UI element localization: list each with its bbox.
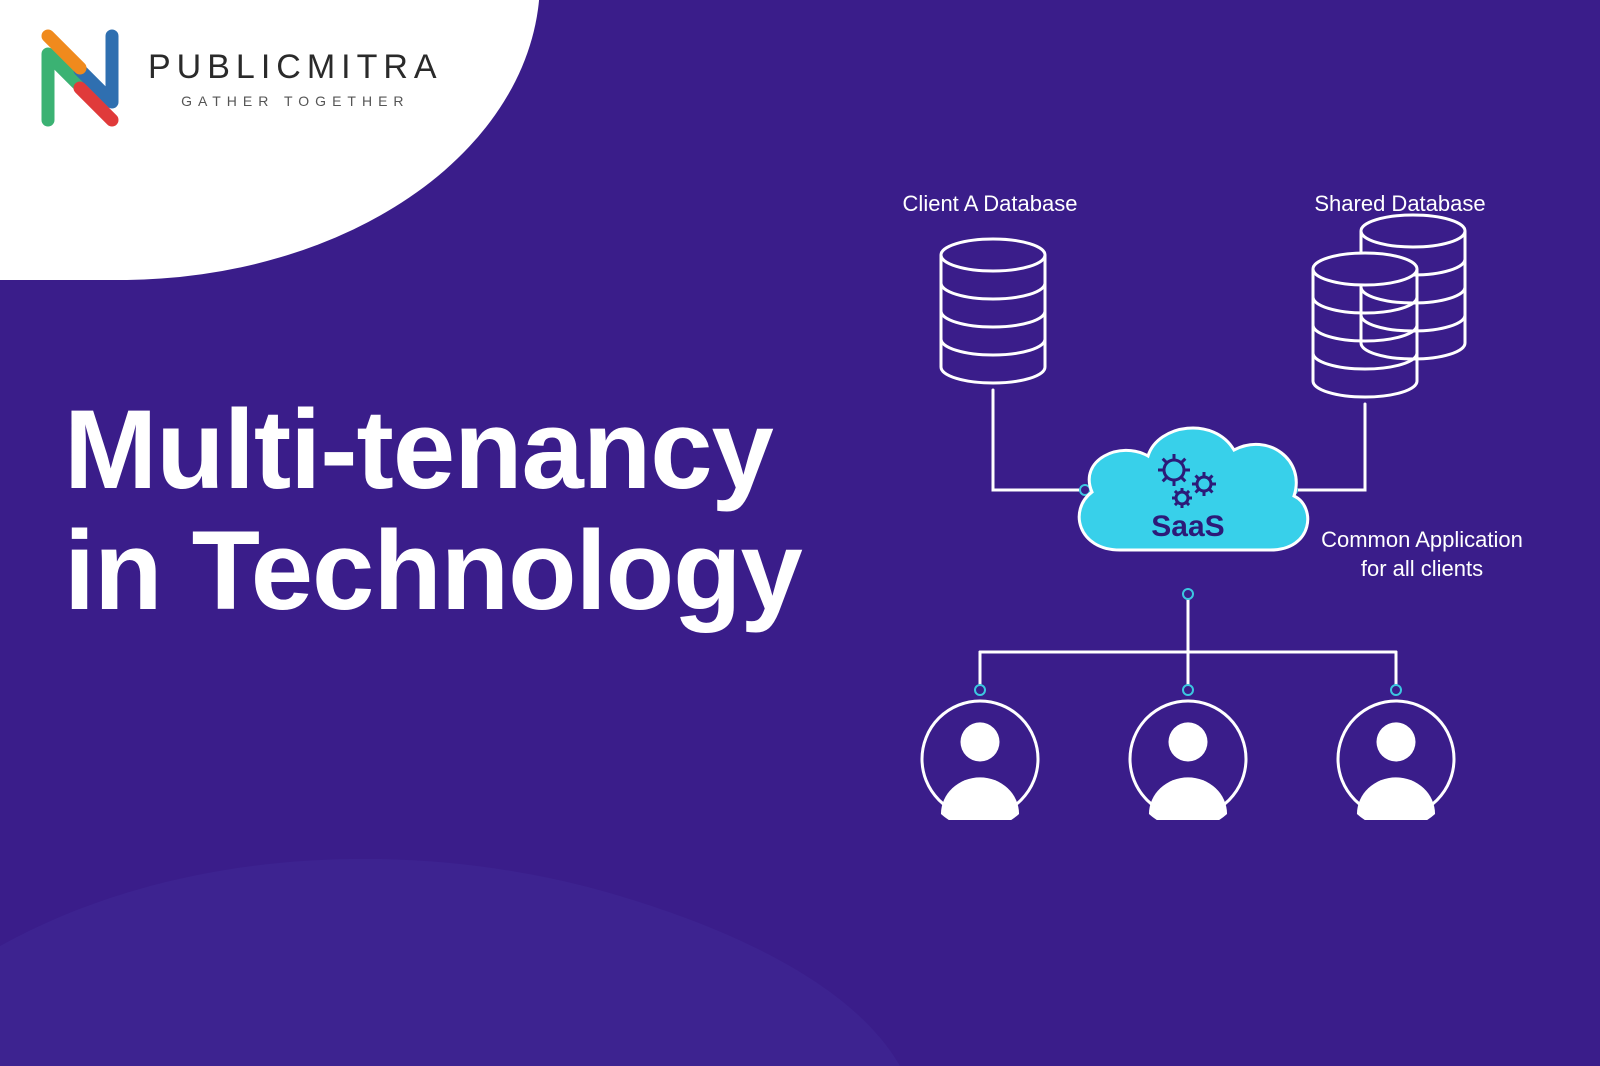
wave-decoration xyxy=(0,826,900,1066)
connector-dot xyxy=(1390,684,1402,696)
title-line-1: Multi-tenancy xyxy=(64,390,802,511)
label-client-db: Client A Database xyxy=(880,190,1100,219)
label-common-app-1: Common Application xyxy=(1302,526,1542,555)
client-database-icon xyxy=(938,236,1048,390)
connector-dot xyxy=(1182,684,1194,696)
title-line-2: in Technology xyxy=(64,511,802,632)
main-title: Multi-tenancy in Technology xyxy=(64,390,802,632)
svg-text:SaaS: SaaS xyxy=(1151,510,1224,543)
brand-name: PUBLICMITRA xyxy=(148,48,443,87)
architecture-diagram: Client A Database Shared Database xyxy=(860,200,1540,870)
user-icon xyxy=(919,698,1041,820)
brand-mark-icon xyxy=(34,28,126,128)
user-icon xyxy=(1127,698,1249,820)
label-common-app-2: for all clients xyxy=(1302,555,1542,584)
user-icon xyxy=(1335,698,1457,820)
label-common-app: Common Application for all clients xyxy=(1302,526,1542,583)
connector-dot xyxy=(974,684,986,696)
shared-database-front-icon xyxy=(1310,250,1420,404)
brand-logo: PUBLICMITRA GATHER TOGETHER xyxy=(34,28,443,128)
infographic-canvas: PUBLICMITRA GATHER TOGETHER Multi-tenanc… xyxy=(0,0,1600,1066)
saas-cloud: SaaS xyxy=(1058,400,1318,605)
brand-tagline: GATHER TOGETHER xyxy=(148,93,443,109)
